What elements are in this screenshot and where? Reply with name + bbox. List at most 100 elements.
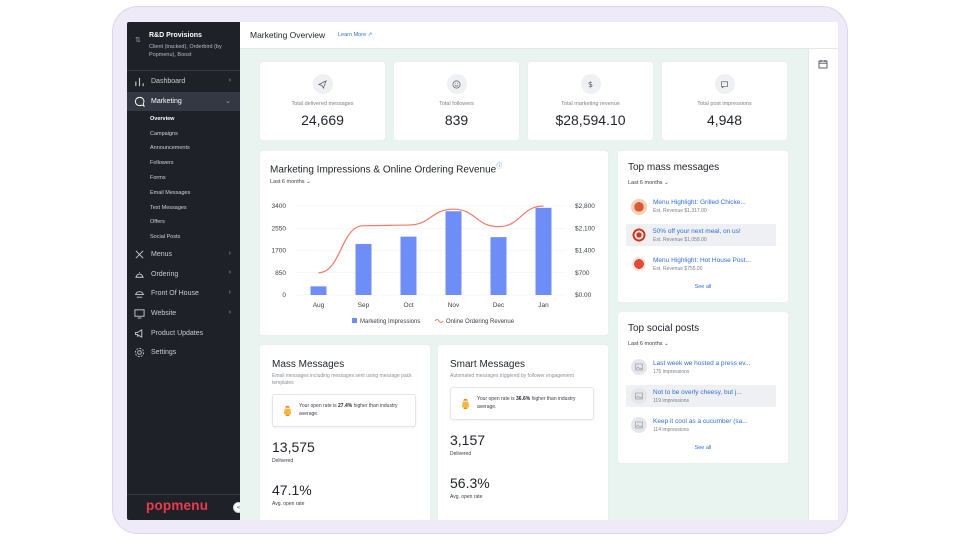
card-title: Mass Messages [272,359,345,370]
right-rail [808,49,838,520]
x-tick-label: Dec [493,302,505,309]
dollar-icon: $ [580,74,601,94]
impressions-revenue-card: Marketing Impressions & Online Ordering … [260,151,608,335]
learn-more-link[interactable]: Learn More ↗ [338,32,373,38]
card-description: Automated messages triggered by follower… [450,373,574,379]
legend-swatch-revenue [434,319,444,323]
sidebar-item-label: Front Of House [151,290,199,298]
megaphone-icon [133,327,145,339]
social-post-item[interactable]: Not to be overly cheesy, but j... 119 im… [626,385,776,407]
trophy-icon [283,405,292,417]
sidebar-subitem-offers[interactable]: Offers [150,219,165,226]
sidebar-item-dashboard[interactable]: Dashboard › [127,72,240,92]
sidebar-item-website[interactable]: Website › [127,304,240,324]
x-tick-label: Nov [448,302,460,309]
utensils-icon [133,248,145,260]
range-dropdown[interactable]: Last 6 months ⌄ [628,180,669,186]
range-dropdown[interactable]: Last 6 months ⌄ [270,179,311,185]
stat-label: Total delivered messages [291,101,354,107]
y-tick-label: 850 [275,270,286,277]
mass-message-item[interactable]: 50% off your next meal, on us! Est. Reve… [626,224,776,246]
message-meta: Est. Revenue $755.00 [653,265,703,272]
x-tick-label: Aug [313,302,325,309]
range-label: Last 6 months [270,179,305,185]
info-icon[interactable]: ⓘ [496,164,503,170]
see-all-link[interactable]: See all [694,445,712,451]
stat-value: 4,948 [706,112,743,128]
chart-title: Marketing Impressions & Online Ordering … [270,161,502,175]
dish-icon [133,288,145,300]
sidebar-item-settings[interactable]: Settings [127,343,240,363]
card-description: Email messages including messages sent u… [272,373,412,386]
stat-card-delivered: Total delivered messages 24,669 [260,62,385,140]
monitor-icon [133,307,145,319]
delivered-count: 3,157 [450,432,486,448]
sidebar-subitem-email-messages[interactable]: Email Messages [150,189,191,196]
stat-label: Total marketing revenue [561,101,620,107]
mass-message-item[interactable]: Menu Highlight: Hot House Post... Est. R… [626,253,776,275]
impressions-chart: 3400 $2,800 2550 $2,100 1700 $1,400 850 $700 0 $0… [272,203,596,325]
sidebar-subitem-followers[interactable]: Followers [150,160,174,167]
legend-swatch-impressions [352,318,357,323]
x-tick-label: Sep [358,302,370,309]
sidebar-nav: Dashboard › Marketing ⌄ Overview Campaig… [127,72,240,363]
message-thumbnail [630,255,648,273]
chevron-down-icon: ⌄ [664,341,669,347]
sidebar-subitem-overview[interactable]: Overview [150,115,175,122]
sidebar-item-label: Product Updates [151,329,204,337]
message-title: Menu Highlight: Grilled Chicke... [653,198,746,206]
message-meta: Est. Revenue $1,317.00 [653,207,707,214]
delivered-label: Delivered [272,458,294,464]
message-thumbnail [630,226,648,244]
mass-message-item[interactable]: Menu Highlight: Grilled Chicke... Est. R… [626,195,776,217]
y2-tick-label: $0.00 [575,292,592,299]
chevron-right-icon: › [228,269,231,277]
image-placeholder-icon [631,359,647,375]
sidebar-item-front-of-house[interactable]: Front Of House › [127,284,240,304]
sidebar: ⇅ R&D Provisions Client (tracked), Order… [127,22,240,520]
stat-card-revenue: $ Total marketing revenue $28,594.10 [528,62,653,140]
gear-icon [133,347,145,359]
message-title: 50% off your next meal, on us! [653,227,741,235]
legend-label-revenue: Online Ordering Revenue [446,319,515,325]
sidebar-subitem-social-posts[interactable]: Social Posts [150,234,181,241]
top-bar: Marketing Overview Learn More ↗ [240,22,838,49]
open-rate-value: 56.3% [450,475,490,491]
sidebar-subitem-campaigns[interactable]: Campaigns [150,130,178,137]
sidebar-item-ordering[interactable]: Ordering › [127,264,240,284]
sidebar-subitem-forms[interactable]: Forms [150,174,166,181]
message-meta: Est. Revenue $1,058.00 [653,236,707,243]
revenue-line [318,205,544,274]
card-title: Top mass messages [628,162,720,173]
image-placeholder-icon [631,417,647,433]
see-all-link[interactable]: See all [694,284,712,290]
range-dropdown[interactable]: Last 6 months ⌄ [628,341,669,347]
calendar-icon[interactable] [818,59,828,69]
top-mass-messages-card: Top mass messages Last 6 months ⌄ Menu H… [618,151,788,302]
sidebar-item-menus[interactable]: Menus › [127,245,240,265]
stat-value: 24,669 [301,112,344,128]
message-title: Menu Highlight: Hot House Post... [653,256,751,264]
chart-title-text: Marketing Impressions & Online Ordering … [270,164,497,176]
sidebar-subitem-text-messages[interactable]: Text Messages [150,204,187,211]
popmenu-logo: popmenu [146,498,209,513]
social-post-item[interactable]: Last week we hosted a press ev... 175 im… [626,356,776,378]
message-thumbnail [630,197,648,215]
top-social-posts-card: Top social posts Last 6 months ⌄ Last we… [618,312,788,463]
cloche-icon [133,268,145,280]
mass-messages-card: Mass Messages Email messages including m… [260,345,430,520]
legend-label-impressions: Marketing Impressions [360,319,420,325]
sidebar-item-marketing[interactable]: Marketing ⌄ [127,91,240,112]
stat-label: Total followers [439,101,474,107]
stat-card-impressions: Total post impressions 4,948 [662,62,787,140]
sidebar-item-label: Marketing [151,98,182,106]
post-meta: 119 impressions [653,397,690,404]
chevron-down-icon: ⌄ [664,180,669,186]
sidebar-subitem-announcements[interactable]: Announcements [150,145,190,152]
sidebar-item-label: Ordering [151,270,179,278]
social-post-item[interactable]: Keep it cool as a cucumber (sa... 114 im… [626,414,776,436]
sidebar-item-product-updates[interactable]: Product Updates [127,323,240,343]
y-tick-label: 1700 [272,248,287,255]
impressions-bar [355,243,372,295]
open-rate-tip: Your open rate is 36.6% higher than indu… [450,387,594,420]
